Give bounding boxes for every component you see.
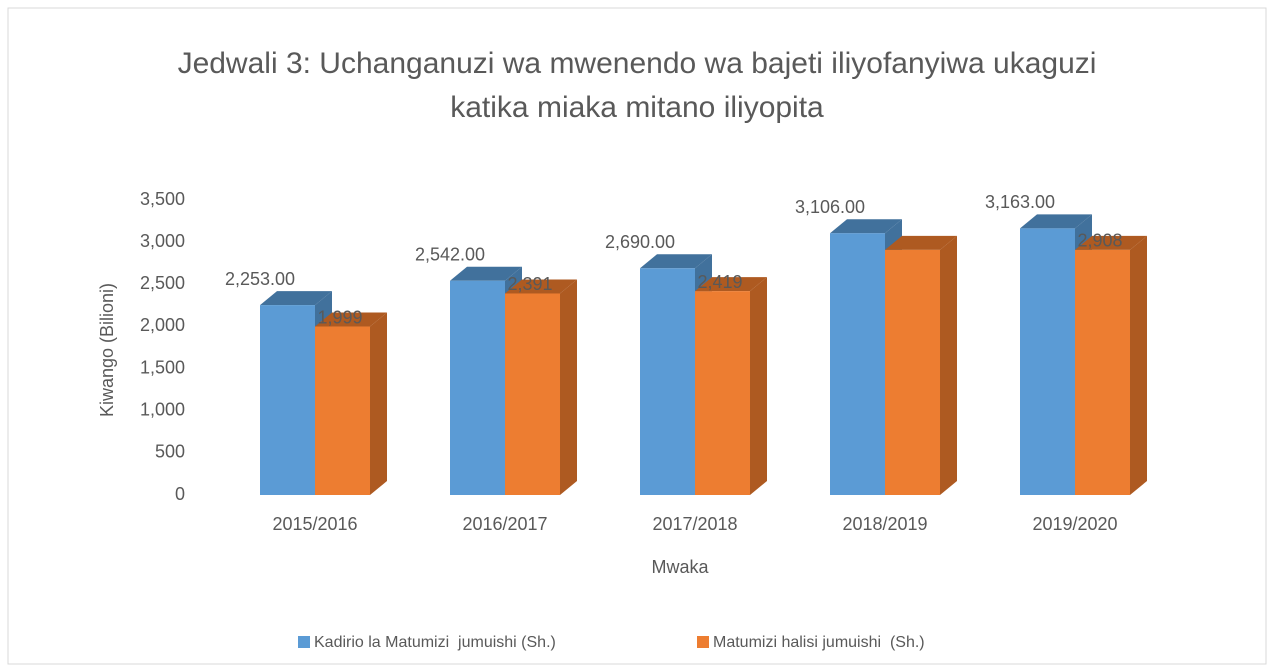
- x-tick-label: 2017/2018: [652, 514, 737, 534]
- y-tick-label: 3,500: [140, 189, 185, 209]
- data-label: 2,253.00: [225, 269, 295, 289]
- legend-label: Kadirio la Matumizi jumuishi (Sh.): [314, 634, 556, 651]
- bar-top: [260, 291, 332, 306]
- bar: [1075, 249, 1130, 495]
- bar: [830, 233, 885, 496]
- x-tick-label: 2018/2019: [842, 514, 927, 534]
- bar-top: [315, 312, 387, 327]
- bar: [1020, 228, 1075, 495]
- bar-top: [885, 235, 957, 250]
- y-tick-label: 2,500: [140, 273, 185, 293]
- bar: [260, 305, 315, 495]
- y-axis-title: Kiwango (Bilioni): [97, 283, 117, 417]
- legend-swatch: [697, 636, 709, 648]
- bar-side: [750, 277, 767, 495]
- bar-top: [830, 219, 902, 234]
- bar-top: [505, 279, 577, 294]
- bar-top: [640, 254, 712, 269]
- bar: [315, 326, 370, 495]
- data-label: 2,542.00: [415, 244, 485, 264]
- x-axis-title: Mwaka: [651, 557, 709, 577]
- x-tick-label: 2015/2016: [272, 514, 357, 534]
- legend-label: Matumizi halisi jumuishi (Sh.): [713, 634, 925, 651]
- bar-top: [1075, 235, 1147, 250]
- x-tick-label: 2016/2017: [462, 514, 547, 534]
- bar-top: [450, 266, 522, 281]
- data-label: 2,690.00: [605, 232, 675, 252]
- bar: [695, 291, 750, 495]
- bar-side: [940, 235, 957, 495]
- bar-top: [1020, 214, 1092, 229]
- y-tick-label: 1,000: [140, 399, 185, 419]
- data-label: 3,163.00: [985, 192, 1055, 212]
- bar: [450, 280, 505, 495]
- data-label: 2,908: [1077, 231, 1122, 251]
- data-label: 2,419: [697, 272, 742, 292]
- y-tick-label: 1,500: [140, 357, 185, 377]
- x-tick-label: 2019/2020: [1032, 514, 1117, 534]
- y-tick-label: 3,000: [140, 231, 185, 251]
- y-tick-label: 500: [155, 442, 185, 462]
- y-tick-label: 0: [175, 484, 185, 504]
- chart-title: Jedwali 3: Uchanganuzi wa mwenendo wa ba…: [177, 47, 1097, 124]
- bar-side: [370, 312, 387, 495]
- bar-top: [695, 277, 767, 292]
- data-label: 1,999: [317, 307, 362, 327]
- y-tick-label: 2,000: [140, 315, 185, 335]
- bar: [885, 249, 940, 495]
- bar-side: [1130, 235, 1147, 495]
- bar: [505, 293, 560, 495]
- bar: [640, 268, 695, 495]
- bar-side: [560, 279, 577, 495]
- data-label: 2,391: [507, 274, 552, 294]
- data-label: 3,106.00: [795, 197, 865, 217]
- legend-swatch: [298, 636, 310, 648]
